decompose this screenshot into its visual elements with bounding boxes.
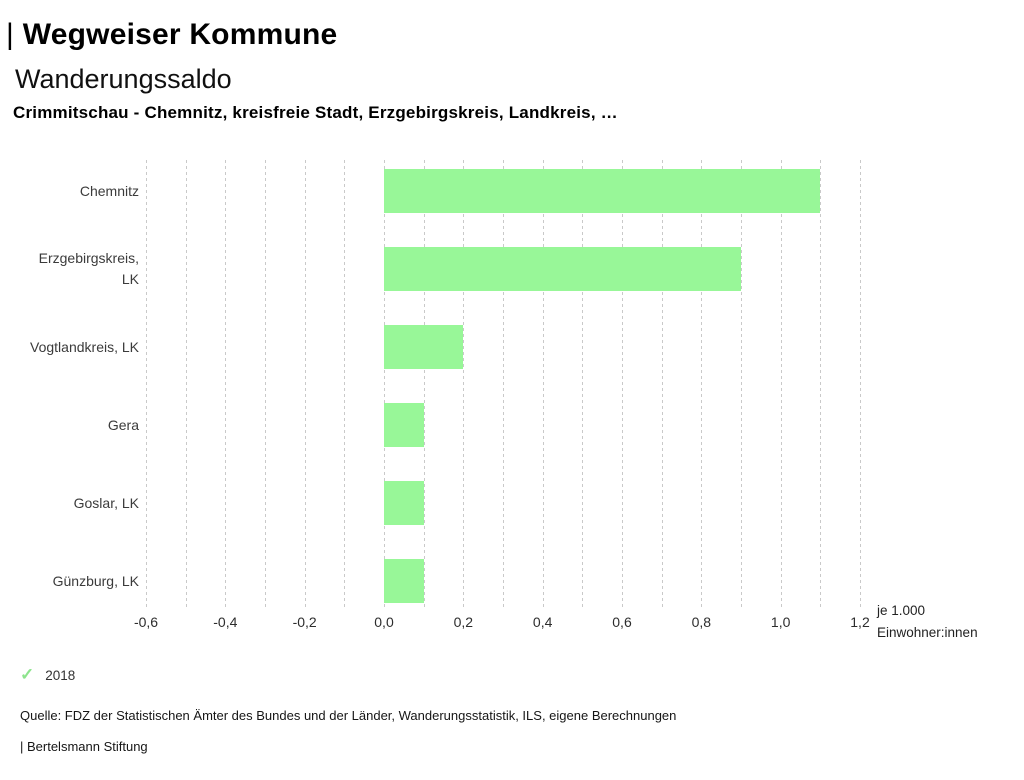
x-tick-label: 1,2 [850, 614, 870, 630]
chart-title: Wanderungssaldo [15, 64, 232, 94]
bar-gera[interactable] [384, 403, 424, 447]
category-label: Erzgebirgskreis, LK [38, 250, 139, 287]
source-line: Quelle: FDZ der Statistischen Ämter des … [20, 708, 677, 723]
x-tick-label: 0,0 [374, 614, 394, 630]
gridline [344, 160, 346, 610]
axis-unit-line2: Einwohner:innen [877, 625, 978, 640]
app-title-text: Wegweiser Kommune [22, 18, 338, 51]
x-tick-label: 0,8 [691, 614, 712, 630]
gridline [622, 160, 623, 610]
axis-unit-line1: je 1.000 [877, 603, 926, 618]
bar-g-nzburg-lk[interactable] [384, 559, 424, 603]
gridline [463, 160, 465, 610]
x-tick-label: -0,2 [292, 614, 317, 630]
app-title: | Wegweiser Kommune [6, 18, 337, 52]
legend-label: 2018 [45, 667, 76, 683]
gridline [304, 160, 306, 610]
category-label: Vogtlandkreis, LK [30, 338, 139, 355]
gridline [384, 160, 385, 610]
gridline [185, 160, 187, 610]
category-label: Günzburg, LK [52, 572, 139, 589]
gridline [860, 160, 861, 610]
category-label: Gera [107, 416, 139, 433]
bar-erzgebirgskreis-lk[interactable] [384, 247, 741, 291]
x-tick-label: 0,2 [453, 614, 474, 630]
check-icon: ✓ [20, 665, 35, 684]
x-tick-label: -0,6 [133, 614, 159, 630]
gridline [820, 160, 822, 610]
logo-pipe: | [6, 18, 14, 51]
gridline [423, 160, 425, 610]
gridline [265, 160, 266, 610]
category-label: Chemnitz [79, 182, 139, 199]
gridline [582, 160, 584, 610]
axis-unit-label: je 1.000 Einwohner:innen [877, 600, 1017, 644]
gridline [741, 160, 742, 610]
region-context: Crimmitschau - Chemnitz, kreisfreie Stad… [13, 103, 618, 122]
legend-item-2018[interactable]: ✓ 2018 [20, 665, 75, 685]
x-tick-label: 0,6 [612, 614, 632, 630]
gridline [225, 160, 227, 610]
gridline [146, 160, 147, 610]
bar-chemnitz[interactable] [384, 169, 821, 213]
attribution-line: | Bertelsmann Stiftung [20, 739, 148, 754]
x-tick-label: -0,4 [213, 614, 238, 630]
gridline [780, 160, 782, 610]
x-tick-label: 1,0 [770, 614, 791, 630]
category-labels: Chemnitz Erzgebirgskreis, LK Vogtlandkreis… [24, 152, 139, 620]
x-tick-label: 0,4 [532, 614, 553, 630]
bar-goslar-lk[interactable] [384, 481, 424, 525]
gridline [503, 160, 504, 610]
gridline [542, 160, 544, 610]
category-label: Goslar, LK [73, 494, 139, 511]
bar-vogtlandkreis-lk[interactable] [384, 325, 464, 369]
gridline [701, 160, 703, 610]
gridline [661, 160, 663, 610]
x-axis: -0,6 -0,4 -0,2 0,0 0,2 0,4 0,6 0,8 1,0 1,2 [134, 614, 870, 634]
plot-area [146, 160, 861, 610]
